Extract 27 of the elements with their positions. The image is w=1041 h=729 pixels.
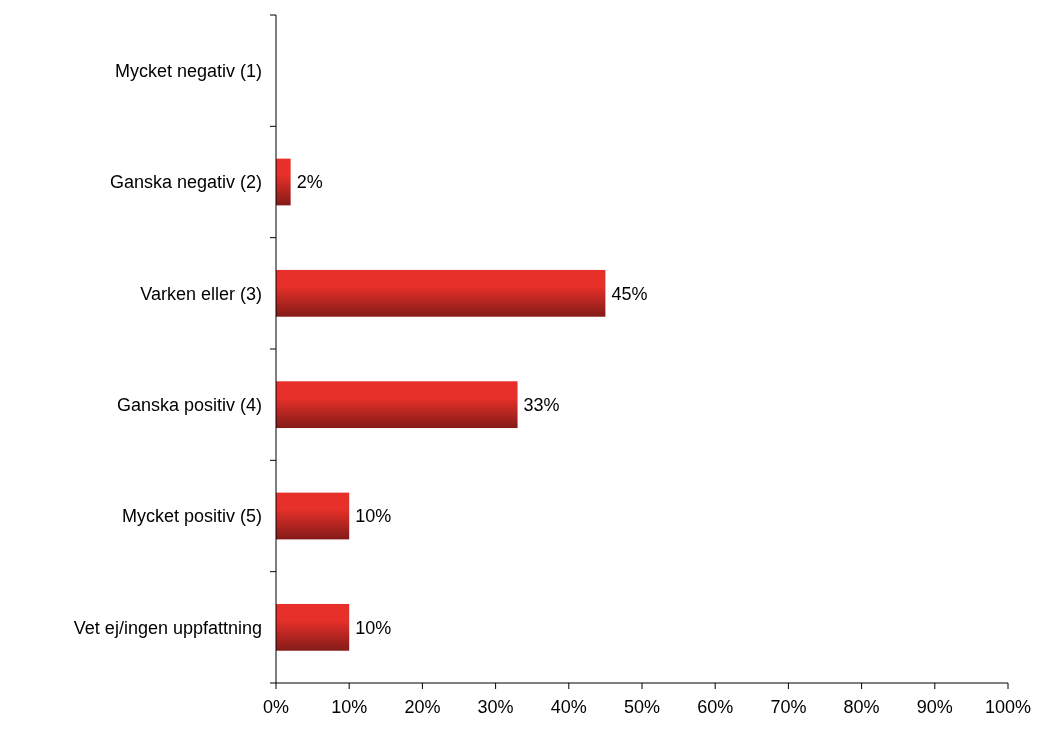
bar [276, 381, 518, 429]
y-tick-label: Mycket positiv (5) [121, 506, 262, 527]
bar [276, 603, 350, 651]
data-label: 45% [611, 283, 648, 304]
data-label: 10% [355, 506, 392, 527]
data-label: 33% [523, 394, 560, 415]
y-tick-label: Ganska positiv (4) [116, 394, 262, 415]
data-label: 2% [296, 172, 323, 193]
y-tick-label: Varken eller (3) [140, 283, 262, 304]
x-tick-label: 20% [404, 697, 441, 717]
x-tick-label: 10% [331, 697, 368, 717]
data-label: 10% [355, 617, 392, 638]
x-tick-label: 60% [697, 697, 734, 717]
y-tick-label: Mycket negativ (1) [114, 60, 262, 81]
bar [276, 492, 350, 540]
bar [276, 269, 606, 317]
y-tick-label: Vet ej/ingen uppfattning [73, 617, 262, 638]
x-tick-label: 0% [262, 697, 290, 717]
x-tick-label: 100% [984, 697, 1032, 717]
bar [276, 158, 291, 206]
x-tick-label: 30% [477, 697, 514, 717]
y-tick-label: Ganska negativ (2) [109, 172, 262, 193]
x-tick-label: 80% [843, 697, 880, 717]
x-tick-label: 50% [623, 697, 661, 717]
x-tick-label: 40% [550, 697, 587, 717]
x-tick-label: 90% [916, 697, 953, 717]
x-tick-label: 70% [770, 697, 807, 717]
